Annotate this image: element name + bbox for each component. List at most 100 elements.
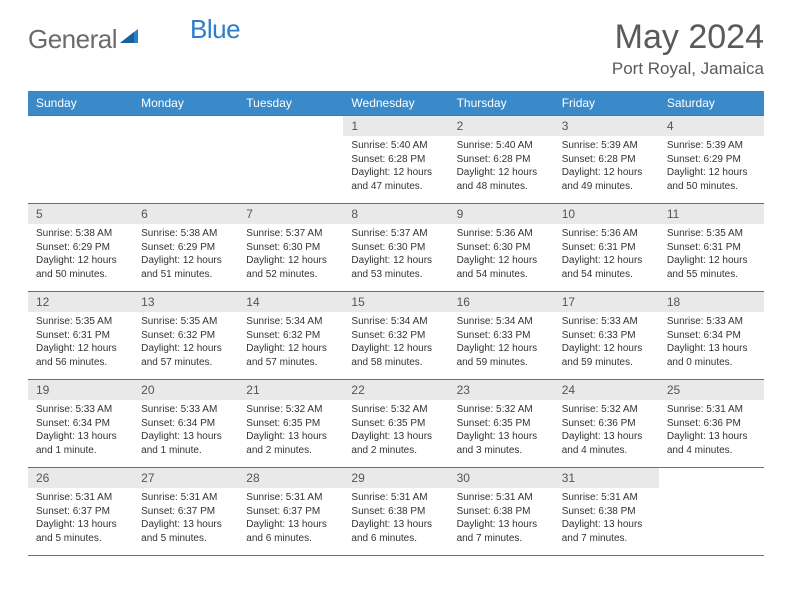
day-data: Sunrise: 5:33 AMSunset: 6:33 PMDaylight:… (554, 312, 659, 373)
weekday-header-row: SundayMondayTuesdayWednesdayThursdayFrid… (28, 91, 764, 116)
day-number: 26 (28, 468, 133, 488)
calendar-day-cell: 22Sunrise: 5:32 AMSunset: 6:35 PMDayligh… (343, 380, 448, 468)
calendar-day-cell: 26Sunrise: 5:31 AMSunset: 6:37 PMDayligh… (28, 468, 133, 556)
day-data: Sunrise: 5:32 AMSunset: 6:35 PMDaylight:… (449, 400, 554, 461)
weekday-header: Monday (133, 91, 238, 116)
day-number: 1 (343, 116, 448, 136)
weekday-header: Sunday (28, 91, 133, 116)
calendar-day-cell: 4Sunrise: 5:39 AMSunset: 6:29 PMDaylight… (659, 116, 764, 204)
calendar-day-cell: 18Sunrise: 5:33 AMSunset: 6:34 PMDayligh… (659, 292, 764, 380)
day-data: Sunrise: 5:33 AMSunset: 6:34 PMDaylight:… (28, 400, 133, 461)
day-data: Sunrise: 5:31 AMSunset: 6:38 PMDaylight:… (449, 488, 554, 549)
page-title: May 2024 (612, 18, 764, 57)
day-number: 4 (659, 116, 764, 136)
calendar-day-cell: 27Sunrise: 5:31 AMSunset: 6:37 PMDayligh… (133, 468, 238, 556)
day-number: 12 (28, 292, 133, 312)
calendar-day-cell: 23Sunrise: 5:32 AMSunset: 6:35 PMDayligh… (449, 380, 554, 468)
day-number: 8 (343, 204, 448, 224)
calendar-week-row: 19Sunrise: 5:33 AMSunset: 6:34 PMDayligh… (28, 380, 764, 468)
day-data: Sunrise: 5:38 AMSunset: 6:29 PMDaylight:… (28, 224, 133, 285)
day-data: Sunrise: 5:33 AMSunset: 6:34 PMDaylight:… (659, 312, 764, 373)
weekday-header: Saturday (659, 91, 764, 116)
day-data: Sunrise: 5:35 AMSunset: 6:32 PMDaylight:… (133, 312, 238, 373)
day-data: Sunrise: 5:40 AMSunset: 6:28 PMDaylight:… (449, 136, 554, 197)
day-number: 23 (449, 380, 554, 400)
day-number: 24 (554, 380, 659, 400)
weekday-header: Wednesday (343, 91, 448, 116)
calendar-day-cell: 2Sunrise: 5:40 AMSunset: 6:28 PMDaylight… (449, 116, 554, 204)
calendar-day-cell: 30Sunrise: 5:31 AMSunset: 6:38 PMDayligh… (449, 468, 554, 556)
day-number: 5 (28, 204, 133, 224)
day-number: 18 (659, 292, 764, 312)
day-number: 2 (449, 116, 554, 136)
calendar-day-cell: 1Sunrise: 5:40 AMSunset: 6:28 PMDaylight… (343, 116, 448, 204)
day-number: 21 (238, 380, 343, 400)
calendar-body: 1Sunrise: 5:40 AMSunset: 6:28 PMDaylight… (28, 116, 764, 556)
day-data: Sunrise: 5:31 AMSunset: 6:36 PMDaylight:… (659, 400, 764, 461)
day-data: Sunrise: 5:37 AMSunset: 6:30 PMDaylight:… (343, 224, 448, 285)
location-label: Port Royal, Jamaica (612, 59, 764, 79)
day-data: Sunrise: 5:34 AMSunset: 6:32 PMDaylight:… (238, 312, 343, 373)
calendar-day-cell: 11Sunrise: 5:35 AMSunset: 6:31 PMDayligh… (659, 204, 764, 292)
calendar-day-cell: 16Sunrise: 5:34 AMSunset: 6:33 PMDayligh… (449, 292, 554, 380)
header: General Blue May 2024 Port Royal, Jamaic… (28, 18, 764, 79)
day-data: Sunrise: 5:36 AMSunset: 6:31 PMDaylight:… (554, 224, 659, 285)
day-data: Sunrise: 5:32 AMSunset: 6:36 PMDaylight:… (554, 400, 659, 461)
day-data: Sunrise: 5:37 AMSunset: 6:30 PMDaylight:… (238, 224, 343, 285)
day-number: 20 (133, 380, 238, 400)
calendar-day-cell: 28Sunrise: 5:31 AMSunset: 6:37 PMDayligh… (238, 468, 343, 556)
calendar-table: SundayMondayTuesdayWednesdayThursdayFrid… (28, 91, 764, 556)
calendar-day-cell (28, 116, 133, 204)
day-number: 11 (659, 204, 764, 224)
calendar-day-cell (238, 116, 343, 204)
day-number: 3 (554, 116, 659, 136)
calendar-day-cell: 10Sunrise: 5:36 AMSunset: 6:31 PMDayligh… (554, 204, 659, 292)
calendar-day-cell: 19Sunrise: 5:33 AMSunset: 6:34 PMDayligh… (28, 380, 133, 468)
weekday-header: Thursday (449, 91, 554, 116)
calendar-day-cell: 12Sunrise: 5:35 AMSunset: 6:31 PMDayligh… (28, 292, 133, 380)
logo: General Blue (28, 18, 240, 55)
calendar-day-cell: 31Sunrise: 5:31 AMSunset: 6:38 PMDayligh… (554, 468, 659, 556)
day-data: Sunrise: 5:31 AMSunset: 6:37 PMDaylight:… (133, 488, 238, 549)
day-data: Sunrise: 5:38 AMSunset: 6:29 PMDaylight:… (133, 224, 238, 285)
calendar-day-cell: 25Sunrise: 5:31 AMSunset: 6:36 PMDayligh… (659, 380, 764, 468)
day-data: Sunrise: 5:31 AMSunset: 6:38 PMDaylight:… (554, 488, 659, 549)
calendar-day-cell (133, 116, 238, 204)
day-number: 31 (554, 468, 659, 488)
day-number: 29 (343, 468, 448, 488)
day-data: Sunrise: 5:40 AMSunset: 6:28 PMDaylight:… (343, 136, 448, 197)
calendar-day-cell: 14Sunrise: 5:34 AMSunset: 6:32 PMDayligh… (238, 292, 343, 380)
calendar-day-cell: 9Sunrise: 5:36 AMSunset: 6:30 PMDaylight… (449, 204, 554, 292)
logo-sail-icon (120, 29, 138, 43)
day-number: 16 (449, 292, 554, 312)
day-number: 30 (449, 468, 554, 488)
calendar-day-cell: 29Sunrise: 5:31 AMSunset: 6:38 PMDayligh… (343, 468, 448, 556)
day-data: Sunrise: 5:34 AMSunset: 6:33 PMDaylight:… (449, 312, 554, 373)
calendar-day-cell: 3Sunrise: 5:39 AMSunset: 6:28 PMDaylight… (554, 116, 659, 204)
day-data: Sunrise: 5:32 AMSunset: 6:35 PMDaylight:… (238, 400, 343, 461)
calendar-week-row: 26Sunrise: 5:31 AMSunset: 6:37 PMDayligh… (28, 468, 764, 556)
day-number: 19 (28, 380, 133, 400)
day-data: Sunrise: 5:31 AMSunset: 6:37 PMDaylight:… (238, 488, 343, 549)
day-number: 7 (238, 204, 343, 224)
day-number: 28 (238, 468, 343, 488)
calendar-day-cell: 13Sunrise: 5:35 AMSunset: 6:32 PMDayligh… (133, 292, 238, 380)
day-number: 25 (659, 380, 764, 400)
day-number: 27 (133, 468, 238, 488)
day-number: 22 (343, 380, 448, 400)
calendar-day-cell: 17Sunrise: 5:33 AMSunset: 6:33 PMDayligh… (554, 292, 659, 380)
day-data: Sunrise: 5:31 AMSunset: 6:37 PMDaylight:… (28, 488, 133, 549)
logo-text-a: General (28, 24, 117, 55)
day-data: Sunrise: 5:39 AMSunset: 6:28 PMDaylight:… (554, 136, 659, 197)
day-number: 15 (343, 292, 448, 312)
calendar-day-cell: 6Sunrise: 5:38 AMSunset: 6:29 PMDaylight… (133, 204, 238, 292)
day-data: Sunrise: 5:31 AMSunset: 6:38 PMDaylight:… (343, 488, 448, 549)
day-number: 10 (554, 204, 659, 224)
title-block: May 2024 Port Royal, Jamaica (612, 18, 764, 79)
calendar-day-cell: 20Sunrise: 5:33 AMSunset: 6:34 PMDayligh… (133, 380, 238, 468)
day-number: 9 (449, 204, 554, 224)
day-data: Sunrise: 5:33 AMSunset: 6:34 PMDaylight:… (133, 400, 238, 461)
logo-text-b: Blue (190, 14, 240, 45)
day-data: Sunrise: 5:39 AMSunset: 6:29 PMDaylight:… (659, 136, 764, 197)
calendar-day-cell: 5Sunrise: 5:38 AMSunset: 6:29 PMDaylight… (28, 204, 133, 292)
